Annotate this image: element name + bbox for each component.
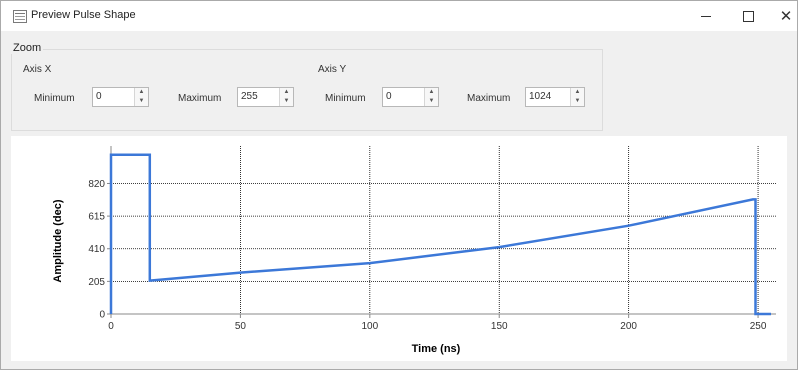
pulse-chart-area: 0 50 100 150 200 250 0 205 410 615 820 Time (ns) A… <box>11 136 787 361</box>
pulse-series-line <box>109 153 771 316</box>
axis-x-maximum-stepper[interactable]: 255 ▲ ▼ <box>237 87 294 107</box>
app-window-icon <box>13 10 27 23</box>
title-bar[interactable]: Preview Pulse Shape ✕ <box>1 1 797 31</box>
spin-down-icon[interactable]: ▼ <box>283 98 290 104</box>
y-axis-label: Amplitude (dec) <box>52 199 64 282</box>
spin-up-icon[interactable]: ▲ <box>574 89 581 95</box>
x-tick-label: 200 <box>620 321 637 332</box>
minimize-icon <box>701 15 711 17</box>
axis-y-minimum-stepper[interactable]: 0 ▲ ▼ <box>382 87 439 107</box>
y-tick-label: 205 <box>88 277 105 288</box>
y-tick-label: 820 <box>88 179 105 190</box>
axis-x-minimum-stepper[interactable]: 0 ▲ ▼ <box>92 87 149 107</box>
spin-down-icon[interactable]: ▼ <box>428 98 435 104</box>
spin-buttons: ▲ ▼ <box>279 88 293 106</box>
spin-buttons: ▲ ▼ <box>134 88 148 106</box>
minimize-button[interactable] <box>683 1 729 31</box>
axis-y-label: Axis Y <box>318 64 347 75</box>
axis-x-minimum-label: Minimum <box>34 93 75 104</box>
x-tick-label: 0 <box>108 321 114 332</box>
spin-buttons: ▲ ▼ <box>570 88 584 106</box>
zoom-groupbox <box>11 49 603 131</box>
axis-y-maximum-input[interactable]: 1024 <box>529 91 552 102</box>
axis-y-maximum-label: Maximum <box>467 93 511 104</box>
x-tick-label: 250 <box>750 321 767 332</box>
spin-down-icon[interactable]: ▼ <box>138 98 145 104</box>
x-tick-label: 150 <box>491 321 508 332</box>
zoom-legend: Zoom <box>11 42 44 54</box>
axis-x-maximum-label: Maximum <box>178 93 222 104</box>
x-axis-label: Time (ns) <box>412 343 461 355</box>
spin-down-icon[interactable]: ▼ <box>574 98 581 104</box>
spin-up-icon[interactable]: ▲ <box>138 89 145 95</box>
maximize-icon <box>742 10 754 22</box>
axis-x-minimum-input[interactable]: 0 <box>96 91 102 102</box>
spin-up-icon[interactable]: ▲ <box>283 89 290 95</box>
axis-y-minimum-input[interactable]: 0 <box>386 91 392 102</box>
axis-y-maximum-stepper[interactable]: 1024 ▲ ▼ <box>525 87 585 107</box>
y-tick-label: 0 <box>99 310 105 321</box>
axis-x-label: Axis X <box>23 64 52 75</box>
x-tick-label: 100 <box>361 321 378 332</box>
axis-x-maximum-input[interactable]: 255 <box>241 91 258 102</box>
spin-up-icon[interactable]: ▲ <box>428 89 435 95</box>
maximize-button[interactable] <box>725 1 771 31</box>
close-button[interactable]: ✕ <box>763 1 798 31</box>
axis-y-minimum-label: Minimum <box>325 93 366 104</box>
x-tick-label: 50 <box>235 321 247 332</box>
spin-buttons: ▲ ▼ <box>424 88 438 106</box>
close-icon: ✕ <box>779 8 793 25</box>
y-tick-label: 410 <box>88 244 105 255</box>
window-title: Preview Pulse Shape <box>31 9 136 21</box>
y-tick-label: 615 <box>88 212 105 223</box>
pulse-shape-chart: 0 50 100 150 200 250 0 205 410 615 820 Time (ns) A… <box>52 146 776 355</box>
